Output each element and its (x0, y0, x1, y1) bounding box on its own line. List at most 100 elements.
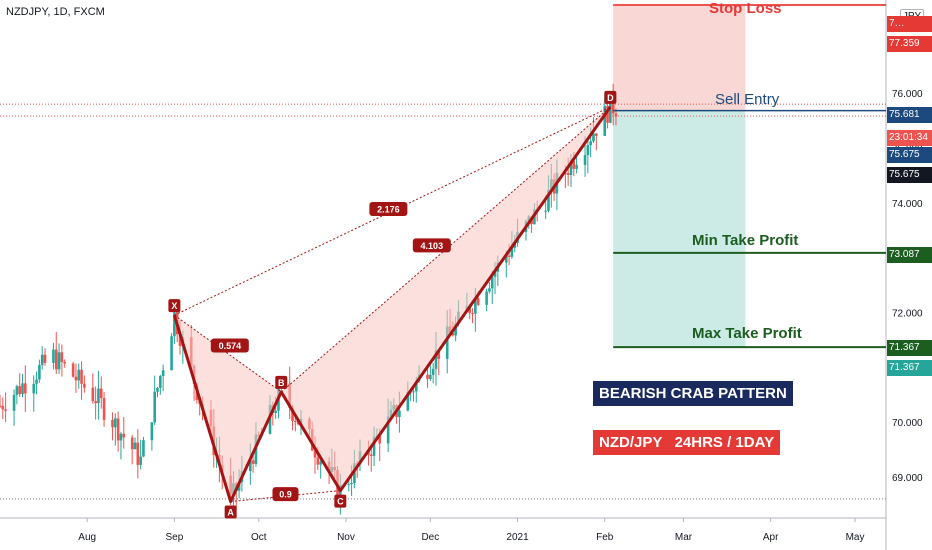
candle-body (4, 409, 7, 411)
pattern-point-b-marker (275, 375, 288, 389)
candle-body (398, 410, 401, 417)
candle-body (504, 255, 508, 263)
candle-body (133, 442, 137, 450)
candle-body (606, 105, 609, 123)
candle-body (594, 133, 598, 136)
candle-body (583, 155, 587, 165)
xab-triangle (174, 315, 282, 502)
candle-body (74, 376, 78, 381)
ratio-badge (369, 202, 408, 217)
xb-ratio-line (174, 314, 282, 393)
candle-body (291, 408, 294, 421)
candle-body (54, 349, 58, 370)
max-take-profit-label: Max Take Profit (692, 325, 802, 342)
candle-body (434, 350, 438, 369)
pattern-subtitle-box: NZD/JPY 24HRS / 1DAY (593, 430, 781, 455)
candle-body (97, 388, 100, 404)
candle-body (611, 94, 615, 114)
candle-body (316, 457, 320, 465)
candle-body (173, 312, 176, 337)
candle-body (547, 189, 550, 211)
candle-body (38, 365, 41, 380)
candle-body (319, 461, 322, 465)
candle-body (369, 454, 373, 456)
x-tick-label: 2021 (506, 532, 529, 543)
x-tick-label: Feb (596, 532, 614, 543)
candle-body (589, 141, 592, 146)
ratio-badge (412, 238, 451, 253)
candle-body (451, 332, 455, 336)
pattern-point-label: B (278, 378, 285, 388)
candle-body (111, 419, 114, 428)
candle-body (426, 374, 429, 380)
max-tp-price-tag: 71.367 (887, 340, 932, 356)
candle-body (80, 369, 83, 384)
candle-body (18, 386, 21, 394)
y-tick-label: 74.000 (892, 199, 923, 210)
candle-body (251, 460, 255, 464)
candle-body (159, 375, 162, 388)
candle-body (116, 418, 120, 441)
pattern-point-label: X (171, 301, 177, 311)
candle-body (507, 255, 511, 257)
candle-body (52, 349, 55, 363)
candle-body (130, 437, 134, 450)
candle-body (24, 383, 27, 394)
pattern-point-x-marker (168, 299, 181, 313)
candle-body (544, 210, 547, 212)
candle-body (71, 363, 75, 377)
candle-body (347, 484, 351, 486)
stop-loss-price-tag: 77.359 (887, 36, 932, 52)
candle-body (431, 368, 435, 375)
candle-body (15, 386, 19, 395)
candle-body (566, 172, 570, 175)
candle-body (156, 387, 159, 392)
max-tp-price-tag-2: 71.367 (887, 360, 932, 376)
candle-body (150, 422, 154, 441)
risk-zone (613, 4, 746, 111)
candle-body (32, 383, 36, 394)
candle-body (114, 418, 117, 428)
candle-body (474, 297, 477, 314)
candle-body (249, 460, 252, 472)
x-tick-label: Aug (78, 532, 96, 543)
x-tick-label: Mar (675, 532, 693, 543)
pattern-title-box: BEARISH CRAB PATTERN (593, 381, 793, 406)
candle-body (83, 383, 86, 388)
candle-body (350, 483, 353, 485)
candle-body (592, 133, 595, 142)
min-tp-price-tag: 73.087 (887, 247, 932, 263)
candle-body (294, 420, 297, 422)
candle-body (139, 456, 142, 465)
candle-body (575, 164, 578, 169)
x-tick-label: Nov (337, 532, 355, 543)
candle-body (12, 394, 16, 411)
candle-body (386, 416, 390, 444)
candle-body (43, 354, 47, 363)
candle-body (353, 463, 356, 484)
x-tick-label: Apr (763, 532, 779, 543)
last-price-tag-2: 75.675 (887, 167, 932, 183)
ratio-label: 2.176 (377, 205, 400, 215)
candle-body (510, 247, 514, 257)
symbol-title: NZDJPY, 1D, FXCM (6, 6, 105, 18)
x-tick-label: Sep (165, 532, 183, 543)
candle-body (569, 160, 573, 175)
candle-body (63, 361, 66, 364)
y-tick-label: 69.000 (892, 473, 923, 484)
candle-body (274, 410, 277, 413)
candle-body (21, 383, 24, 394)
stop-loss-label: Stop Loss (709, 0, 782, 17)
candle-body (437, 350, 441, 359)
candle-body (471, 313, 474, 315)
candle-body (178, 334, 182, 346)
reward-zone (613, 110, 746, 348)
stop-loss-top-tag: 7… (887, 16, 932, 32)
candle-body (372, 436, 376, 456)
candle-body (40, 354, 44, 366)
candle-body (412, 391, 415, 393)
candle-body (119, 433, 123, 441)
candle-body (378, 435, 382, 444)
candle-body (414, 380, 418, 392)
